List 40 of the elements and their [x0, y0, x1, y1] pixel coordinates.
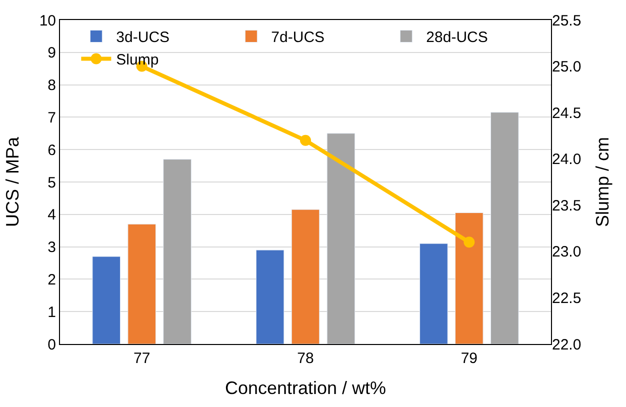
bar — [420, 243, 448, 344]
x-tick-label: 79 — [460, 350, 478, 367]
y2-tick-label: 24.5 — [552, 104, 582, 122]
y-tick-label: 2 — [48, 271, 56, 288]
y-tick-label: 8 — [48, 77, 56, 94]
y-tick-label: 6 — [48, 142, 56, 159]
x-tick-label: 78 — [297, 350, 314, 367]
y-tick-label: 5 — [48, 174, 56, 192]
y2-axis-title: Slump / cm — [592, 136, 612, 228]
y-tick-label: 10 — [39, 12, 56, 30]
bar — [490, 112, 519, 344]
bar — [256, 250, 284, 344]
y2-tick-label: 25.0 — [552, 58, 582, 76]
y-tick-label: 7 — [48, 109, 56, 126]
y2-tick-label: 22.0 — [552, 336, 582, 354]
bar — [326, 133, 356, 344]
y2-tick-label: 23.0 — [552, 244, 582, 261]
x-tick-label: 77 — [133, 350, 150, 367]
legend-label: 7d-UCS — [271, 29, 325, 46]
y-tick-label: 3 — [48, 239, 56, 256]
legend-label: 3d-UCS — [116, 29, 170, 46]
y-tick-label: 0 — [48, 336, 56, 354]
bar — [291, 209, 320, 344]
point — [300, 134, 311, 146]
y2-tick-label: 23.5 — [552, 197, 582, 214]
y-tick-label: 1 — [48, 304, 56, 321]
y-tick-label: 9 — [48, 44, 56, 62]
y-axis-title: UCS / MPa — [2, 136, 23, 228]
y2-tick-label: 24.0 — [552, 151, 582, 168]
bar — [163, 159, 192, 344]
legend-label: Slump — [116, 52, 159, 69]
y2-tick-label: 25.5 — [552, 12, 582, 30]
y2-tick-label: 22.5 — [552, 290, 582, 307]
y-tick-label: 4 — [48, 206, 56, 224]
point — [464, 236, 475, 248]
bar — [92, 256, 121, 344]
bar — [128, 224, 156, 344]
legend-label: 28d-UCS — [426, 29, 488, 46]
bar — [455, 212, 484, 344]
x-axis-title: Concentration / wt% — [224, 378, 386, 398]
